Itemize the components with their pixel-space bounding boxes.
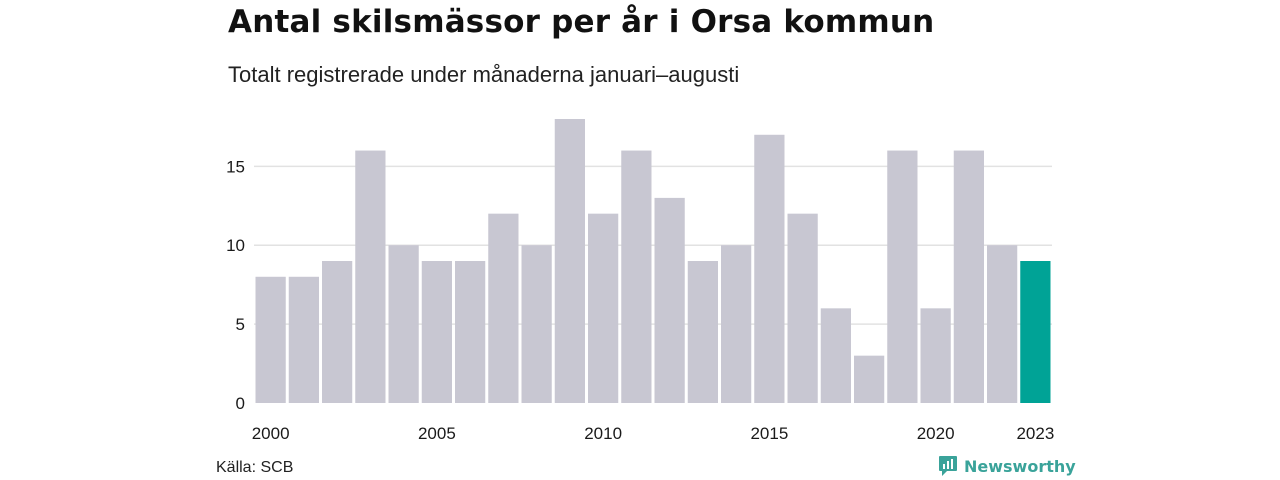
source-note: Källa: SCB <box>216 459 294 476</box>
bars <box>255 119 1051 403</box>
x-tick-label: 2020 <box>917 424 955 443</box>
y-tick-label: 15 <box>226 157 245 176</box>
bar-2001 <box>288 276 319 403</box>
bar-2020 <box>920 308 951 403</box>
x-tick-label: 2010 <box>584 424 622 443</box>
bar-2007 <box>488 213 519 403</box>
x-axis-ticks: 2000 2005 2010 2015 2020 2023 <box>252 424 1055 443</box>
bar-2009 <box>554 119 585 403</box>
bar-2014 <box>721 245 752 403</box>
newsworthy-logo-icon <box>939 456 957 476</box>
y-tick-label: 5 <box>236 315 245 334</box>
bar-2006 <box>455 261 486 403</box>
bar-2011 <box>621 150 652 403</box>
chart-subtitle: Totalt registrerade under månaderna janu… <box>228 62 740 87</box>
bar-2005 <box>421 261 452 403</box>
bar-2023 <box>1020 261 1051 403</box>
bar-2010 <box>588 213 619 403</box>
grid-lines <box>254 165 1052 325</box>
x-tick-label: 2000 <box>252 424 290 443</box>
brand-name: Newsworthy <box>964 456 1076 476</box>
x-tick-label: 2023 <box>1016 424 1054 443</box>
bar-2000 <box>255 276 286 403</box>
bar-2002 <box>322 261 353 403</box>
y-tick-label: 10 <box>226 236 245 255</box>
x-tick-label: 2015 <box>750 424 788 443</box>
bar-2008 <box>521 245 552 403</box>
y-tick-label: 0 <box>236 394 245 413</box>
bar-2016 <box>787 213 818 403</box>
bar-2018 <box>854 355 885 403</box>
bar-2017 <box>820 308 851 403</box>
bar-2021 <box>953 150 984 403</box>
bar-2013 <box>687 261 718 403</box>
bar-2019 <box>887 150 918 403</box>
bar-2004 <box>388 245 419 403</box>
x-tick-label: 2005 <box>418 424 456 443</box>
chart-title: Antal skilsmässor per år i Orsa kommun <box>228 4 935 40</box>
y-axis-ticks: 0 5 10 15 <box>226 157 245 413</box>
bar-2003 <box>355 150 386 403</box>
newsworthy-logo: Newsworthy <box>938 455 1076 477</box>
bar-2022 <box>987 245 1018 403</box>
bar-2015 <box>754 134 785 403</box>
bar-2012 <box>654 197 685 403</box>
